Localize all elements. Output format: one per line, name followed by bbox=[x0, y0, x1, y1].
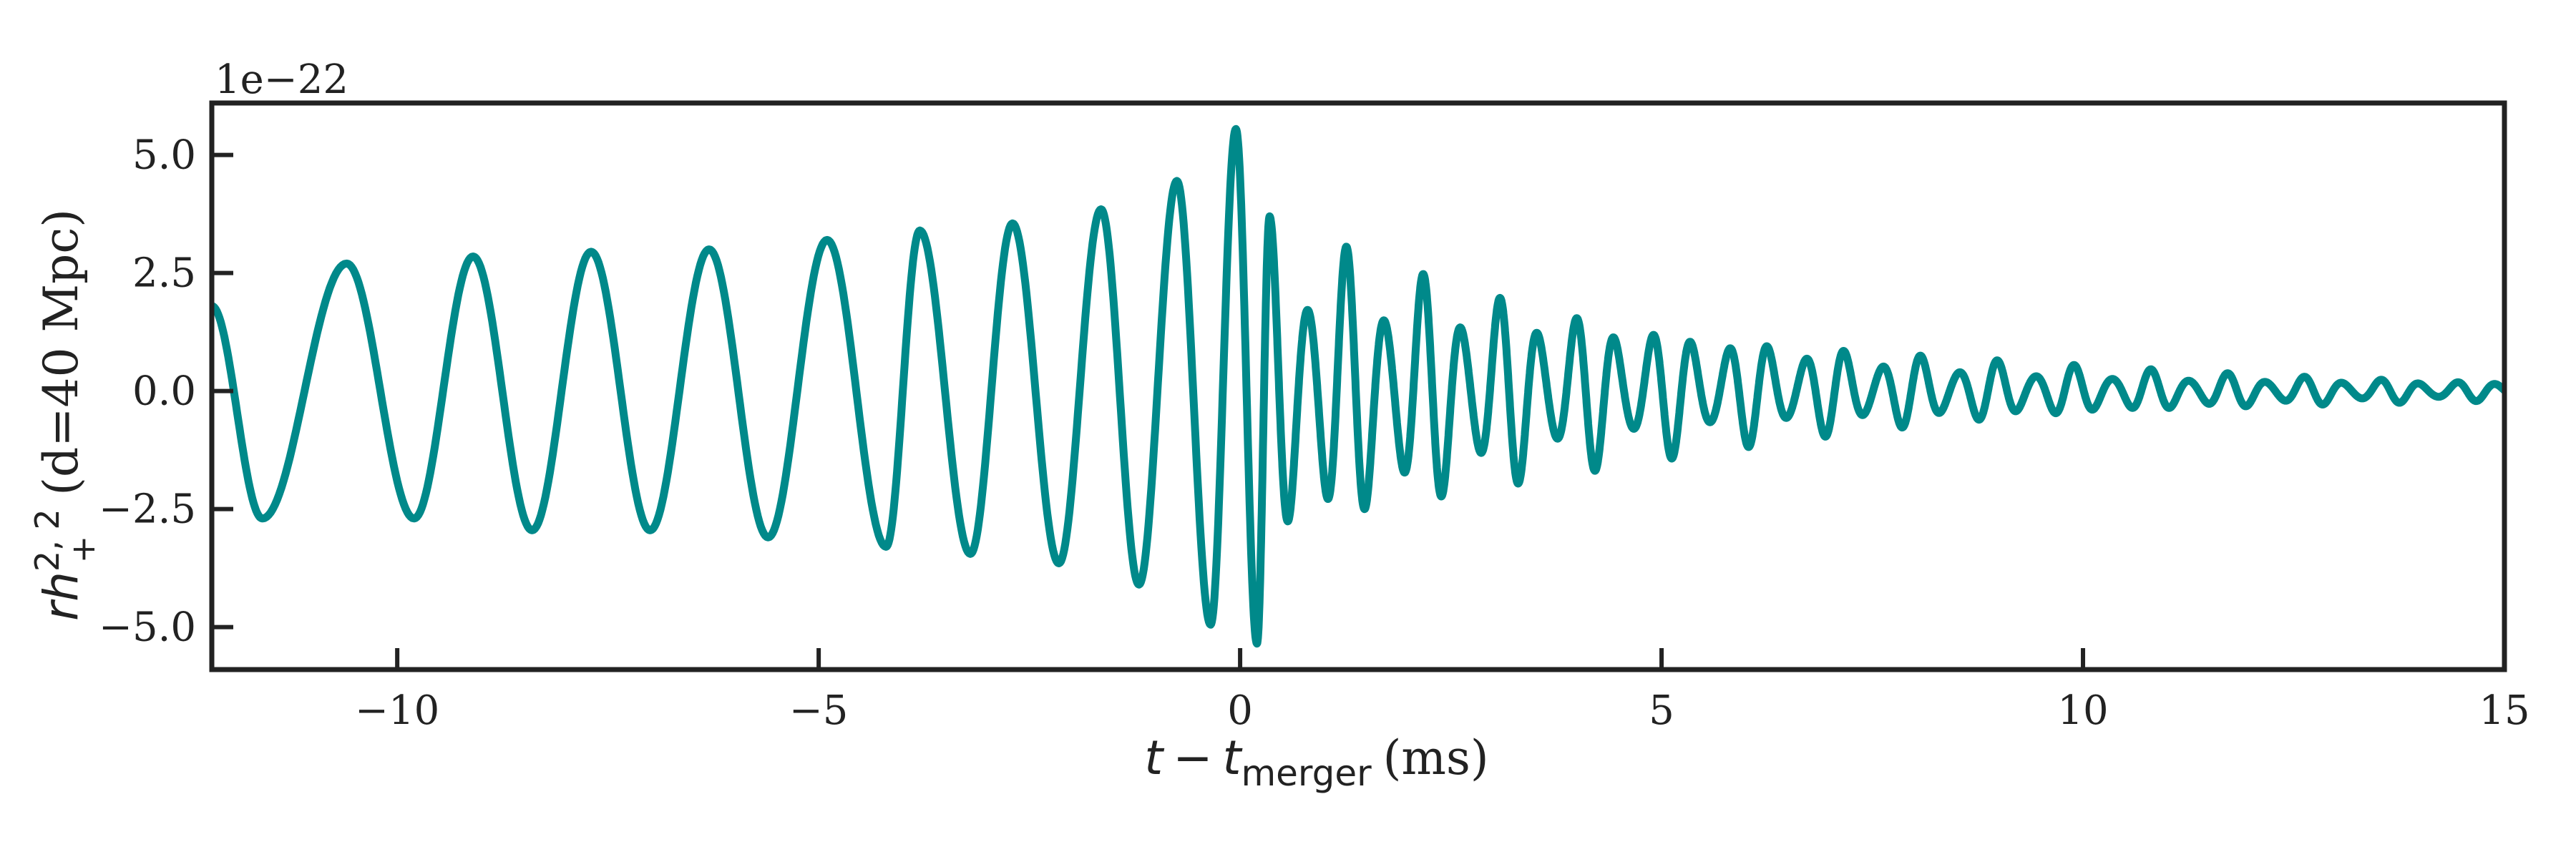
y-axis-label: rh2, 2+ (d=40 Mpc) bbox=[28, 209, 102, 621]
x-label-unit: (ms) bbox=[1383, 730, 1489, 785]
x-axis-label: t − tmerger (ms) bbox=[1144, 730, 1488, 794]
x-label-sub-var: t bbox=[1223, 730, 1243, 785]
x-tick-label: 0 bbox=[1227, 687, 1253, 734]
x-label-minus: − bbox=[1173, 730, 1212, 785]
y-label-var: rh bbox=[34, 572, 89, 621]
y-tick-label: 2.5 bbox=[132, 250, 196, 297]
y-axis: 5.0 2.5 0.0 −2.5 −5.0 bbox=[99, 132, 233, 651]
x-tick-label: −10 bbox=[355, 687, 439, 734]
y-label-superscript: 2, 2 bbox=[28, 509, 67, 572]
x-tick-label: 10 bbox=[2057, 687, 2108, 734]
y-label-subscript: + bbox=[64, 536, 102, 564]
x-tick-label: 5 bbox=[1649, 687, 1674, 734]
y-tick-label: 5.0 bbox=[132, 132, 196, 179]
waveform-line bbox=[212, 124, 2504, 648]
offset-text: 1e−22 bbox=[215, 57, 348, 103]
x-axis: −10 −5 0 5 10 15 bbox=[355, 648, 2530, 734]
y-tick-label: 0.0 bbox=[132, 368, 196, 415]
y-label-suffix: (d=40 Mpc) bbox=[34, 209, 89, 496]
y-tick-label: −2.5 bbox=[99, 486, 196, 533]
x-label-var: t bbox=[1144, 730, 1164, 785]
x-tick-label: 15 bbox=[2479, 687, 2529, 734]
y-tick-label: −5.0 bbox=[99, 604, 196, 651]
x-label-subscript: merger bbox=[1241, 753, 1372, 794]
x-tick-label: −5 bbox=[789, 687, 849, 734]
series-layer bbox=[212, 124, 2504, 648]
plot-frame bbox=[209, 100, 2507, 672]
